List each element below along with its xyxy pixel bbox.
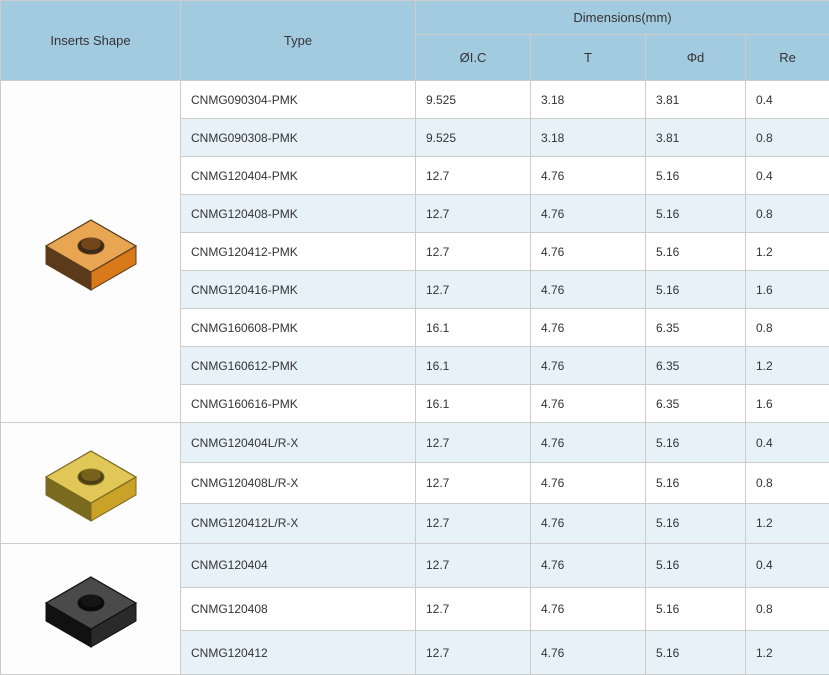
cell-d: 5.16 [646,195,746,233]
insert-shape-icon [26,544,156,674]
cell-type: CNMG090304-PMK [181,81,416,119]
cell-d: 5.16 [646,587,746,631]
cell-ic: 12.7 [416,503,531,543]
header-ic: ØI.C [416,35,531,81]
header-t: T [531,35,646,81]
header-d: Φd [646,35,746,81]
cell-t: 4.76 [531,347,646,385]
cell-re: 1.2 [746,347,829,385]
cell-re: 0.8 [746,463,829,503]
cell-re: 0.8 [746,587,829,631]
cell-d: 6.35 [646,309,746,347]
cell-re: 0.8 [746,309,829,347]
cell-re: 1.2 [746,233,829,271]
cell-re: 0.4 [746,157,829,195]
cell-re: 0.4 [746,544,829,588]
cell-ic: 12.7 [416,631,531,675]
header-re: Re [746,35,829,81]
header-dimensions: Dimensions(mm) [416,1,829,35]
insert-shape-icon [21,182,161,322]
cell-t: 4.76 [531,463,646,503]
cell-t: 4.76 [531,271,646,309]
cell-t: 4.76 [531,385,646,423]
cell-ic: 12.7 [416,544,531,588]
header-shape: Inserts Shape [1,1,181,81]
cell-type: CNMG120412L/R-X [181,503,416,543]
cell-d: 5.16 [646,503,746,543]
cell-ic: 12.7 [416,271,531,309]
cell-ic: 12.7 [416,157,531,195]
cell-re: 1.6 [746,271,829,309]
cell-ic: 16.1 [416,309,531,347]
cell-ic: 12.7 [416,423,531,463]
cell-t: 4.76 [531,423,646,463]
cell-re: 0.8 [746,119,829,157]
header-type: Type [181,1,416,81]
table-body: CNMG090304-PMK9.5253.183.810.4CNMG090308… [1,81,829,675]
table-row: CNMG120404L/R-X12.74.765.160.4 [1,423,829,463]
cell-type: CNMG120404-PMK [181,157,416,195]
cell-type: CNMG120412 [181,631,416,675]
cell-ic: 12.7 [416,195,531,233]
cell-d: 5.16 [646,463,746,503]
cell-type: CNMG120408L/R-X [181,463,416,503]
cell-t: 4.76 [531,544,646,588]
cell-t: 4.76 [531,503,646,543]
cell-type: CNMG160612-PMK [181,347,416,385]
cell-re: 1.6 [746,385,829,423]
cell-re: 0.4 [746,423,829,463]
cell-d: 5.16 [646,631,746,675]
cell-type: CNMG120416-PMK [181,271,416,309]
cell-d: 3.81 [646,119,746,157]
cell-type: CNMG160616-PMK [181,385,416,423]
cell-t: 3.18 [531,81,646,119]
cell-type: CNMG160608-PMK [181,309,416,347]
cell-type: CNMG120408-PMK [181,195,416,233]
cell-type: CNMG120404 [181,544,416,588]
cell-t: 4.76 [531,587,646,631]
cell-type: CNMG120404L/R-X [181,423,416,463]
cell-ic: 12.7 [416,233,531,271]
cell-ic: 9.525 [416,119,531,157]
cell-t: 4.76 [531,233,646,271]
table-header: Inserts Shape Type Dimensions(mm) ØI.C T… [1,1,829,81]
cell-t: 3.18 [531,119,646,157]
cell-re: 1.2 [746,631,829,675]
insert-shape-icon [31,423,151,543]
cell-type: CNMG090308-PMK [181,119,416,157]
cell-d: 6.35 [646,385,746,423]
shape-cell [1,544,181,675]
cell-d: 5.16 [646,423,746,463]
cell-re: 1.2 [746,503,829,543]
cell-t: 4.76 [531,195,646,233]
shape-cell [1,423,181,544]
table-row: CNMG12040412.74.765.160.4 [1,544,829,588]
cell-ic: 9.525 [416,81,531,119]
cell-ic: 12.7 [416,463,531,503]
cell-d: 6.35 [646,347,746,385]
cell-ic: 16.1 [416,385,531,423]
cell-ic: 16.1 [416,347,531,385]
shape-cell [1,81,181,423]
cell-re: 0.4 [746,81,829,119]
cell-d: 3.81 [646,81,746,119]
cell-t: 4.76 [531,309,646,347]
cell-t: 4.76 [531,631,646,675]
cell-d: 5.16 [646,271,746,309]
cell-ic: 12.7 [416,587,531,631]
cell-type: CNMG120408 [181,587,416,631]
cell-t: 4.76 [531,157,646,195]
table-row: CNMG090304-PMK9.5253.183.810.4 [1,81,829,119]
cell-d: 5.16 [646,233,746,271]
inserts-table: Inserts Shape Type Dimensions(mm) ØI.C T… [0,0,829,675]
cell-re: 0.8 [746,195,829,233]
cell-d: 5.16 [646,544,746,588]
cell-d: 5.16 [646,157,746,195]
cell-type: CNMG120412-PMK [181,233,416,271]
